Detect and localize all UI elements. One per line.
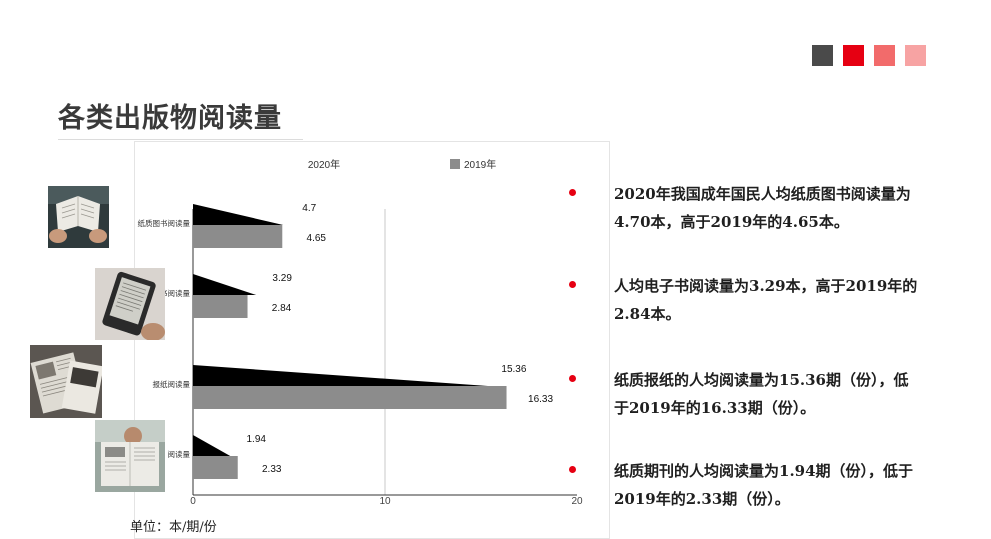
- person-reading-newspaper-photo: [95, 420, 165, 492]
- bullet-dot-icon: [569, 281, 576, 288]
- unit-label: 单位：本/期/份: [130, 520, 217, 535]
- value-label-2020: 1.94: [247, 434, 267, 445]
- bar-2020: [193, 365, 488, 386]
- accent-square-1: [812, 45, 833, 66]
- value-label-2020: 4.7: [302, 203, 316, 214]
- finding-text: 纸质报纸的人均阅读量为15.36期（份），低于2019年的16.33期（份）。: [614, 371, 909, 417]
- bar-2019: [193, 225, 283, 248]
- bullet-dot-icon: [569, 466, 576, 473]
- value-label-2020: 3.29: [272, 273, 292, 284]
- accent-square-4: [905, 45, 926, 66]
- category-label: 报纸阅读量: [153, 379, 191, 389]
- value-label-2019: 2.33: [262, 464, 282, 475]
- x-tick-label: 20: [571, 496, 583, 507]
- value-label-2020: 15.36: [501, 364, 526, 375]
- bar-2019: [193, 456, 238, 479]
- bar-2019: [193, 295, 248, 318]
- finding-text: 人均电子书阅读量为3.29本，高于2019年的2.84本。: [614, 277, 918, 323]
- accent-square-2: [843, 45, 864, 66]
- newspapers-photo: [30, 345, 102, 418]
- x-tick-label: 0: [190, 496, 196, 507]
- bullet-dot-icon: [569, 189, 576, 196]
- value-label-2019: 2.84: [272, 303, 292, 314]
- bar-2020: [193, 435, 231, 456]
- category-label: 阅读量: [168, 449, 191, 459]
- value-label-2019: 16.33: [528, 394, 553, 405]
- x-tick-label: 10: [379, 496, 391, 507]
- bullet-dot-icon: [569, 375, 576, 382]
- bar-2019: [193, 386, 507, 409]
- accent-squares: [812, 45, 926, 66]
- person-reading-book-photo: [48, 186, 109, 248]
- finding-text: 2020年我国成年国民人均纸质图书阅读量为4.70本，高于2019年的4.65本…: [614, 185, 911, 231]
- category-label: 纸质图书阅读量: [138, 218, 191, 228]
- category-label: 书阅读量: [160, 288, 190, 298]
- accent-square-3: [874, 45, 895, 66]
- ereader-device-photo: [95, 268, 165, 340]
- legend-label-2020: 2020年: [308, 158, 340, 171]
- title-underline: [58, 139, 303, 140]
- value-label-2019: 4.65: [307, 233, 327, 244]
- reading-volume-chart: 0 10 20 4.7 4.65 纸质图书阅读量 3.29 2.84 书阅读量 15.36 16.3…: [138, 158, 583, 507]
- page-title: 各类出版物阅读量: [58, 103, 282, 134]
- bar-2020: [193, 274, 257, 295]
- legend-label-2019: 2019年: [464, 158, 496, 171]
- finding-text: 纸质期刊的人均阅读量为1.94期（份），低于2019年的2.33期（份）。: [614, 462, 914, 508]
- legend-swatch-2019: [450, 159, 460, 169]
- bar-2020: [193, 204, 284, 225]
